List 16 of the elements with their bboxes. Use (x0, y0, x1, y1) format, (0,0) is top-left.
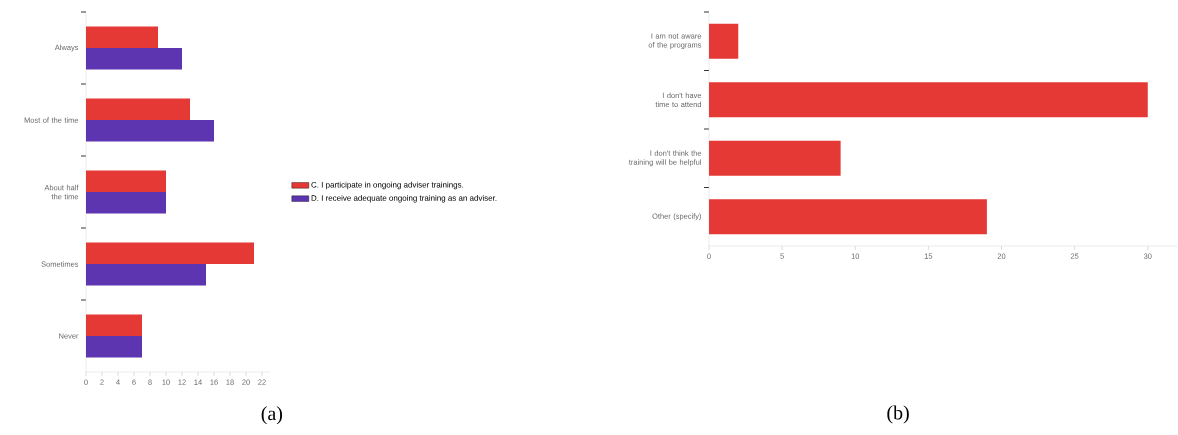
bar (86, 192, 166, 214)
bar (86, 264, 206, 286)
bar (86, 314, 142, 336)
bar (709, 82, 1148, 118)
bar (709, 199, 987, 235)
bar (86, 120, 214, 142)
bar (86, 170, 166, 192)
bar (86, 98, 190, 120)
text: (a) (261, 406, 283, 425)
bar (709, 23, 739, 59)
bar (709, 140, 841, 176)
bar (86, 336, 142, 358)
bar (86, 26, 158, 48)
text: (b) (887, 405, 909, 424)
bar (86, 48, 182, 70)
bar (86, 242, 254, 264)
